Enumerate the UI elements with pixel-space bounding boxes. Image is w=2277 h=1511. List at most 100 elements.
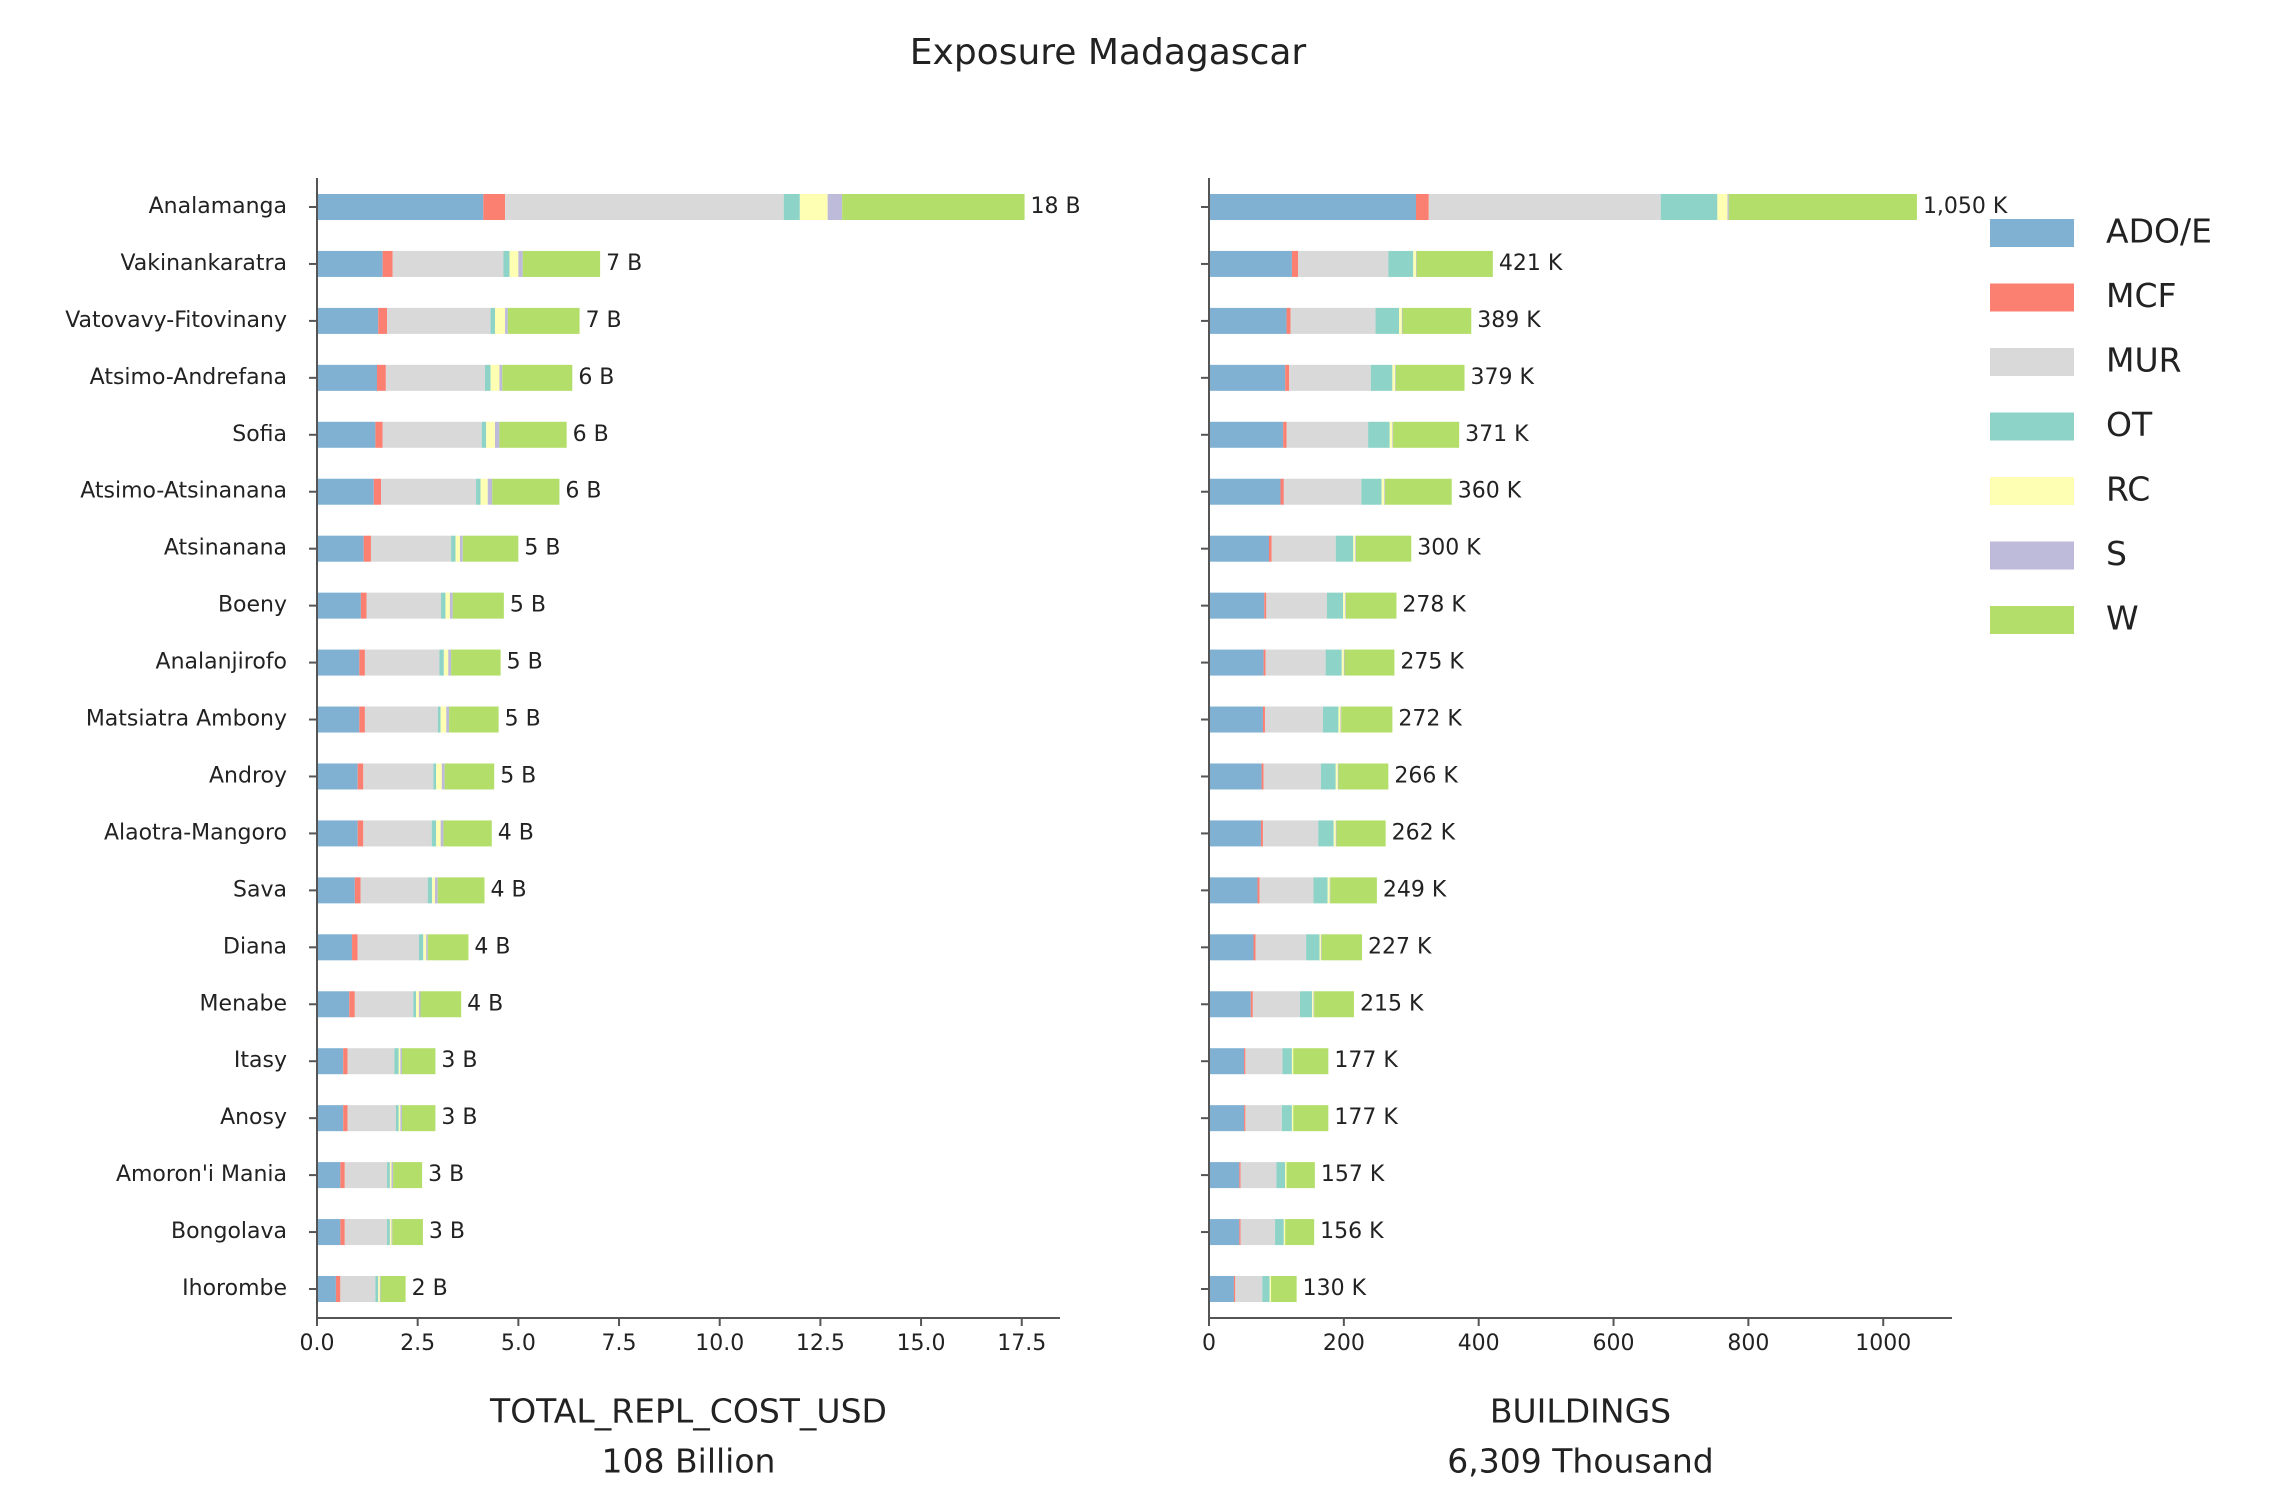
bar-segment (440, 820, 444, 847)
legend-swatch (1990, 541, 2074, 570)
bar-segment (343, 1048, 348, 1075)
total-label: 5 B (524, 536, 560, 561)
bar-segment (1240, 1219, 1276, 1246)
bar-segment (827, 194, 843, 220)
bar-segment (1381, 478, 1385, 505)
bar-segment (317, 706, 360, 733)
bar-segment (1285, 364, 1290, 391)
total-label: 157 K (1321, 1162, 1385, 1187)
bar-segment (418, 934, 424, 961)
legend-swatch (1990, 348, 2074, 376)
bar-segment (1335, 820, 1337, 847)
bar-segment (416, 991, 419, 1018)
bar-segment (1318, 820, 1334, 847)
bar-segment (1244, 1105, 1246, 1132)
bar-segment (1306, 934, 1320, 961)
total-label: 177 K (1334, 1048, 1398, 1073)
y-tick-label: Alaotra-Mangoro (104, 820, 287, 845)
bar-segment (1269, 535, 1272, 562)
legend-label: MCF (2106, 276, 2177, 315)
bar-segment (344, 1162, 388, 1189)
bar-segment (443, 820, 492, 847)
total-label: 278 K (1402, 593, 1466, 618)
legend-swatch (1990, 412, 2074, 441)
bar-segment (1245, 1048, 1283, 1075)
total-label: 3 B (428, 1162, 464, 1187)
x-axis-label: TOTAL_REPL_COST_USD (489, 1392, 887, 1431)
bar-segment (1370, 364, 1393, 391)
total-label: 249 K (1383, 877, 1447, 902)
legend-swatch (1990, 477, 2074, 505)
bar-segment (427, 877, 433, 904)
bar-segment (317, 194, 484, 220)
bar-segment (400, 1048, 402, 1075)
bar-segment (317, 820, 358, 847)
bar-segment (343, 1105, 348, 1132)
bar-segment (381, 478, 477, 505)
bar-segment (1384, 478, 1385, 505)
y-tick-label: Sava (233, 877, 287, 902)
bar-segment (1327, 877, 1330, 904)
y-tick-label: Ihorombe (182, 1276, 287, 1301)
bar-segment (483, 194, 506, 220)
bar-segment (1395, 364, 1465, 391)
bar-segment (317, 1105, 344, 1132)
total-label: 379 K (1471, 365, 1535, 390)
bar-segment (340, 1219, 345, 1246)
y-tick-label: Itasy (234, 1048, 287, 1073)
bar-segment (1281, 1105, 1292, 1132)
bar-segment (363, 763, 434, 790)
total-label: 7 B (606, 251, 642, 276)
bar-segment (1413, 250, 1416, 277)
bar-segment (1285, 1219, 1315, 1246)
total-label: 5 B (510, 593, 546, 618)
y-tick-label: Diana (223, 934, 287, 959)
y-tick-label: Matsiatra Ambony (86, 707, 287, 732)
bar-segment (440, 706, 447, 733)
bar-segment (1239, 1162, 1241, 1189)
bar-segment (420, 991, 462, 1018)
bar-segment (378, 307, 388, 334)
total-label: 215 K (1360, 991, 1424, 1016)
bar-segment (1276, 1162, 1286, 1189)
bar-segment (1262, 820, 1319, 847)
bar-segment (1343, 592, 1346, 619)
bar-segment (1209, 991, 1251, 1018)
total-label: 1,050 K (1923, 194, 2008, 219)
bar-segment (1384, 478, 1452, 505)
bar-segment (1261, 763, 1264, 790)
bar-segment (1286, 307, 1291, 334)
bar-segment (451, 535, 456, 562)
bar-segment (1312, 991, 1314, 1018)
bar-segment (413, 991, 417, 1018)
bar-segment (1320, 934, 1322, 961)
x-tick-label: 10.0 (695, 1331, 744, 1356)
bar-segment (317, 364, 378, 391)
bar-segment (451, 649, 501, 676)
total-label: 2 B (412, 1276, 448, 1301)
bar-segment (392, 1219, 423, 1246)
bar-segment (1291, 1105, 1294, 1132)
bar-segment (1235, 1276, 1263, 1302)
bar-segment (366, 592, 442, 619)
bar-segment (481, 421, 487, 448)
bar-segment (363, 535, 371, 562)
bar-segment (1341, 706, 1393, 733)
bar-segment (1322, 706, 1339, 733)
x-axis-total: 6,309 Thousand (1447, 1442, 1713, 1481)
bar-segment (444, 763, 495, 790)
bar-segment (441, 763, 445, 790)
bar-segment (1286, 1162, 1315, 1189)
y-tick-label: Sofia (232, 422, 287, 447)
bar-segment (1300, 991, 1313, 1018)
total-label: 275 K (1400, 650, 1464, 675)
bar-segment (490, 307, 495, 334)
bar-segment (1275, 1219, 1284, 1246)
bar-segment (1401, 307, 1403, 334)
bar-segment (423, 934, 427, 961)
bar-segment (1727, 194, 1729, 220)
total-label: 4 B (474, 934, 510, 959)
total-label: 262 K (1392, 820, 1456, 845)
bar-segment (391, 1219, 393, 1246)
bar-segment (1285, 1162, 1287, 1189)
